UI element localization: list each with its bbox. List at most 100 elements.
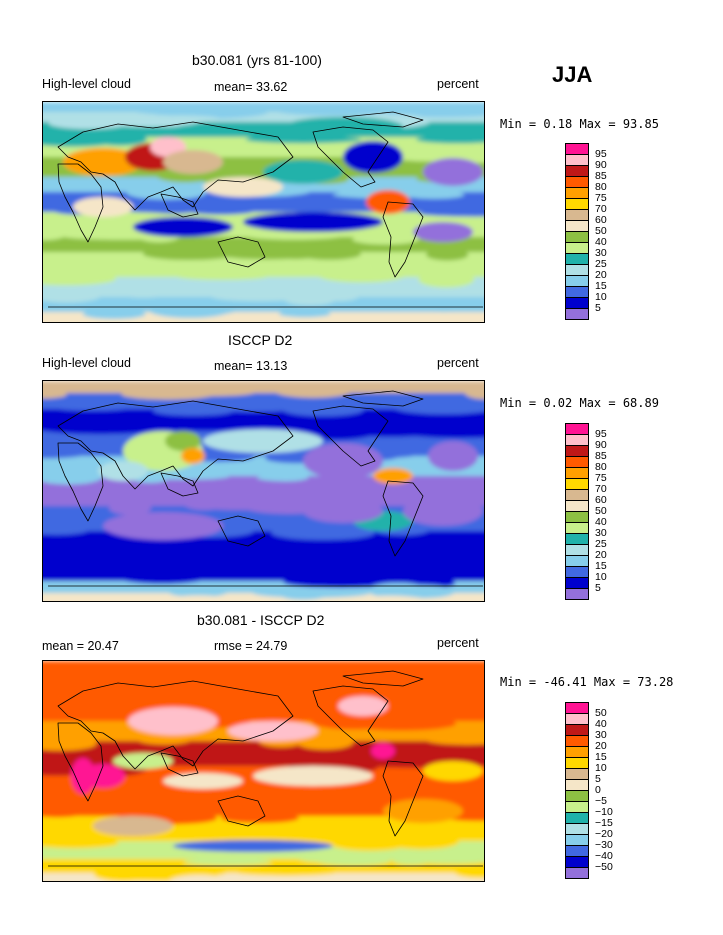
- colorbar-swatch: [565, 713, 589, 725]
- colorbar-level-label: −5: [595, 795, 607, 807]
- colorbar-level-label: 80: [595, 461, 607, 473]
- colorbar-level-label: −50: [595, 861, 613, 873]
- colorbar-level-label: 95: [595, 428, 607, 440]
- colorbar-level-label: 90: [595, 159, 607, 171]
- colorbar-swatch: [565, 856, 589, 868]
- colorbar-swatch: [565, 297, 589, 309]
- colorbar-level-label: −30: [595, 839, 613, 851]
- colorbar-swatch: [565, 779, 589, 791]
- colorbar-level-label: 15: [595, 751, 607, 763]
- panel-2-map: [42, 380, 485, 602]
- colorbar-level-label: 50: [595, 505, 607, 517]
- colorbar-swatch: [565, 702, 589, 714]
- colorbar-swatch: [565, 522, 589, 534]
- colorbar-level-label: 20: [595, 740, 607, 752]
- colorbar-swatch: [565, 456, 589, 468]
- colorbar-swatch: [565, 275, 589, 287]
- colorbar-swatch: [565, 834, 589, 846]
- season-label: JJA: [552, 62, 593, 87]
- colorbar-swatch: [565, 823, 589, 835]
- colorbar-swatch: [565, 253, 589, 265]
- panel-1-min-max: Min = 0.18 Max = 93.85: [500, 117, 659, 131]
- colorbar-swatch: [565, 209, 589, 221]
- panel-2-mean: mean= 13.13: [214, 359, 288, 373]
- colorbar-level-label: 50: [595, 707, 607, 719]
- map-field: [43, 102, 484, 322]
- colorbar-level-label: 40: [595, 236, 607, 248]
- colorbar-level-label: 70: [595, 203, 607, 215]
- colorbar-swatch: [565, 231, 589, 243]
- colorbar-level-label: 30: [595, 729, 607, 741]
- colorbar-level-label: 40: [595, 718, 607, 730]
- colorbar-level-label: 15: [595, 560, 607, 572]
- panel-1-mean: mean= 33.62: [214, 80, 288, 94]
- colorbar-level-label: 10: [595, 762, 607, 774]
- colorbar-level-label: 20: [595, 549, 607, 561]
- colorbar-swatch: [565, 434, 589, 446]
- colorbar-swatch: [565, 176, 589, 188]
- colorbar-swatch: [565, 724, 589, 736]
- colorbar-level-label: 80: [595, 181, 607, 193]
- panel-3-rmse: rmse = 24.79: [214, 639, 288, 653]
- colorbar-swatch: [565, 286, 589, 298]
- colorbar-swatch: [565, 577, 589, 589]
- colorbar-swatch: [565, 478, 589, 490]
- colorbar-level-label: 20: [595, 269, 607, 281]
- colorbar-level-label: 25: [595, 258, 607, 270]
- colorbar-swatch: [565, 187, 589, 199]
- colorbar-swatch: [565, 308, 589, 320]
- colorbar-swatch: [565, 588, 589, 600]
- map-field: [43, 381, 484, 601]
- colorbar-level-label: 60: [595, 494, 607, 506]
- colorbar-level-label: 5: [595, 582, 601, 594]
- colorbar-level-label: 25: [595, 538, 607, 550]
- colorbar-level-label: 5: [595, 773, 601, 785]
- panel-3-min-max: Min = -46.41 Max = 73.28: [500, 675, 674, 689]
- colorbar-swatch: [565, 500, 589, 512]
- panel-3-title: b30.081 - ISCCP D2: [197, 612, 325, 628]
- colorbar-level-label: 10: [595, 571, 607, 583]
- colorbar-swatch: [565, 768, 589, 780]
- colorbar-swatch: [565, 801, 589, 813]
- colorbar-level-label: 95: [595, 148, 607, 160]
- colorbar-swatch: [565, 544, 589, 556]
- panel-1-map: [42, 101, 485, 323]
- colorbar-level-label: 75: [595, 472, 607, 484]
- panel-1-variable-label: High-level cloud: [42, 77, 131, 91]
- panel-1-units: percent: [437, 77, 479, 91]
- colorbar-swatch: [565, 555, 589, 567]
- panel-2-variable-label: High-level cloud: [42, 356, 131, 370]
- colorbar-swatch: [565, 566, 589, 578]
- colorbar-level-label: −10: [595, 806, 613, 818]
- colorbar-swatch: [565, 143, 589, 155]
- panel-3-units: percent: [437, 636, 479, 650]
- colorbar-swatch: [565, 845, 589, 857]
- colorbar-level-label: −15: [595, 817, 613, 829]
- colorbar-level-label: 90: [595, 439, 607, 451]
- colorbar-swatch: [565, 445, 589, 457]
- colorbar-swatch: [565, 746, 589, 758]
- colorbar-swatch: [565, 867, 589, 879]
- panel-2-min-max: Min = 0.02 Max = 68.89: [500, 396, 659, 410]
- colorbar-swatch: [565, 790, 589, 802]
- colorbar-swatch: [565, 757, 589, 769]
- colorbar-level-label: 70: [595, 483, 607, 495]
- colorbar-level-label: 85: [595, 170, 607, 182]
- colorbar-swatch: [565, 423, 589, 435]
- colorbar-swatch: [565, 812, 589, 824]
- panel-1-title: b30.081 (yrs 81-100): [192, 52, 322, 68]
- map-field: [43, 661, 484, 881]
- colorbar-swatch: [565, 467, 589, 479]
- panel-2-units: percent: [437, 356, 479, 370]
- colorbar-swatch: [565, 242, 589, 254]
- colorbar-level-label: 85: [595, 450, 607, 462]
- colorbar-level-label: 50: [595, 225, 607, 237]
- colorbar-swatch: [565, 489, 589, 501]
- colorbar-level-label: 10: [595, 291, 607, 303]
- colorbar-level-label: 5: [595, 302, 601, 314]
- panel-2-title: ISCCP D2: [228, 332, 293, 348]
- panel-3-map: [42, 660, 485, 882]
- colorbar-swatch: [565, 264, 589, 276]
- colorbar-swatch: [565, 198, 589, 210]
- colorbar-level-label: 0: [595, 784, 601, 796]
